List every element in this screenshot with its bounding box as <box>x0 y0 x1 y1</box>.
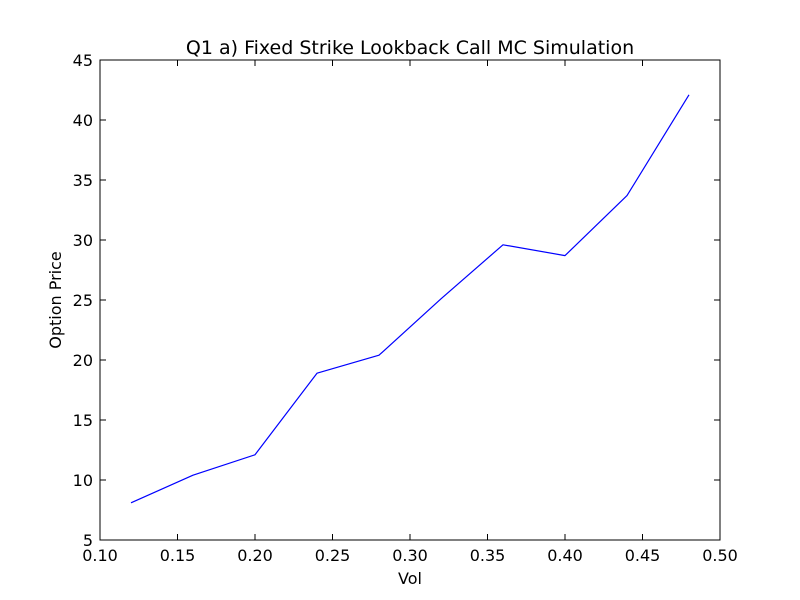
x-tick-label: 0.50 <box>702 546 738 565</box>
x-tick-label: 0.15 <box>160 546 196 565</box>
y-tick-label: 10 <box>73 471 93 490</box>
x-tick-label: 0.10 <box>82 546 118 565</box>
chart-title: Q1 a) Fixed Strike Lookback Call MC Simu… <box>186 37 634 59</box>
y-tick-label: 40 <box>73 111 93 130</box>
y-tick-label: 35 <box>73 171 93 190</box>
y-tick-label: 45 <box>73 51 93 70</box>
series-layer <box>130 94 690 504</box>
y-tick-label: 5 <box>83 531 93 550</box>
tick-layer: 0.10 0.15 0.20 0.25 0.30 0.35 0.40 0.45 0.50 5 10 1… <box>73 51 738 565</box>
plot-area: 0.10 0.15 0.20 0.25 0.30 0.35 0.40 0.45 0.50 5 10 1… <box>73 51 738 565</box>
y-tick-label: 30 <box>73 231 93 250</box>
series-line-0 <box>130 94 690 504</box>
x-tick-label: 0.35 <box>470 546 506 565</box>
y-tick-label: 15 <box>73 411 93 430</box>
x-tick-label: 0.25 <box>315 546 351 565</box>
x-tick-label: 0.45 <box>625 546 661 565</box>
x-tick-label: 0.30 <box>392 546 428 565</box>
plot-background <box>100 60 720 540</box>
x-axis-label: Vol <box>398 569 422 588</box>
x-tick-label: 0.20 <box>237 546 273 565</box>
y-tick-label: 25 <box>73 291 93 310</box>
y-tick-label: 20 <box>73 351 93 370</box>
x-tick-label: 0.40 <box>547 546 583 565</box>
y-axis-label: Option Price <box>46 251 65 349</box>
